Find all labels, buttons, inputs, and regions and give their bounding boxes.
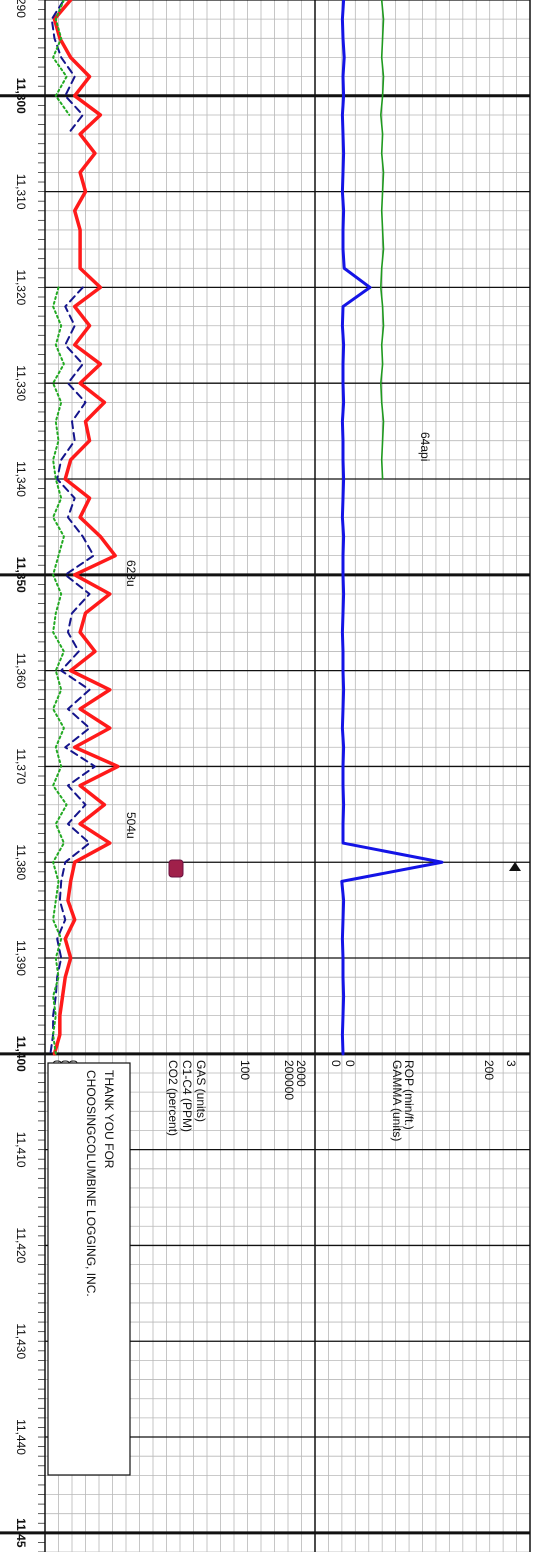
scale-max: 3 bbox=[504, 1060, 518, 1067]
labels: 11,290 11,300 11,310 11,320 11,330 11,340 11,3… bbox=[14, 0, 518, 1548]
depth-label: 11,400 bbox=[14, 1036, 28, 1072]
depth-label: 11,430 bbox=[14, 1323, 28, 1359]
legend-entry: GAMMA (units) bbox=[390, 1060, 404, 1141]
footer: THANK YOU FOR CHOOSINGCOLUMBINE LOGGING, … bbox=[84, 1070, 116, 1297]
depth-label: 11,380 bbox=[14, 844, 28, 880]
depth-label: 11,420 bbox=[14, 1228, 28, 1264]
depth-label: 11,45 bbox=[14, 1518, 28, 1548]
scale-max: 2000 bbox=[294, 1060, 308, 1087]
depth-label: 11,290 bbox=[14, 0, 28, 18]
depth-label: 11,440 bbox=[14, 1419, 28, 1455]
scale-max: 200 bbox=[482, 1060, 496, 1080]
depth-label: 11,300 bbox=[14, 78, 28, 114]
core-icon bbox=[168, 859, 184, 878]
curve bbox=[380, 0, 385, 480]
legend-entry: ROP (min/ft.) bbox=[402, 1060, 416, 1130]
annotation: 64api bbox=[418, 432, 432, 461]
scale-min: 0 bbox=[343, 1060, 357, 1067]
depth-label: 11,390 bbox=[14, 940, 28, 976]
legend-entry: C1-C4 (PPM) bbox=[180, 1060, 194, 1132]
depth-label: 11,320 bbox=[14, 270, 28, 306]
scale-min: 0 bbox=[329, 1060, 343, 1067]
legend-entry: GAS (units) bbox=[194, 1060, 208, 1122]
depth-label: 11,350 bbox=[14, 557, 28, 593]
depth-label: 11,340 bbox=[14, 461, 28, 497]
footer-line: THANK YOU FOR bbox=[102, 1070, 116, 1169]
curves bbox=[49, 0, 444, 1056]
scale-max: 200000 bbox=[282, 1060, 296, 1100]
annotation: 504u bbox=[124, 812, 138, 839]
curve bbox=[52, 0, 71, 1055]
footer-line: CHOOSINGCOLUMBINE LOGGING, INC. bbox=[84, 1070, 98, 1297]
scale-max: 100 bbox=[238, 1060, 252, 1080]
curve bbox=[49, 0, 96, 1055]
curve bbox=[340, 0, 444, 1056]
depth-label: 11,330 bbox=[14, 365, 28, 401]
marker-triangle bbox=[509, 862, 521, 871]
legend-entry: CO2 (percent) bbox=[166, 1060, 180, 1136]
depth-label: 11,310 bbox=[14, 174, 28, 210]
curve bbox=[52, 0, 120, 1056]
footer-box bbox=[47, 1062, 131, 1476]
depth-label: 11,360 bbox=[14, 653, 28, 689]
annotation: 623u bbox=[124, 560, 138, 587]
depth-label: 11,370 bbox=[14, 749, 28, 785]
depth-label: 11,410 bbox=[14, 1132, 28, 1168]
